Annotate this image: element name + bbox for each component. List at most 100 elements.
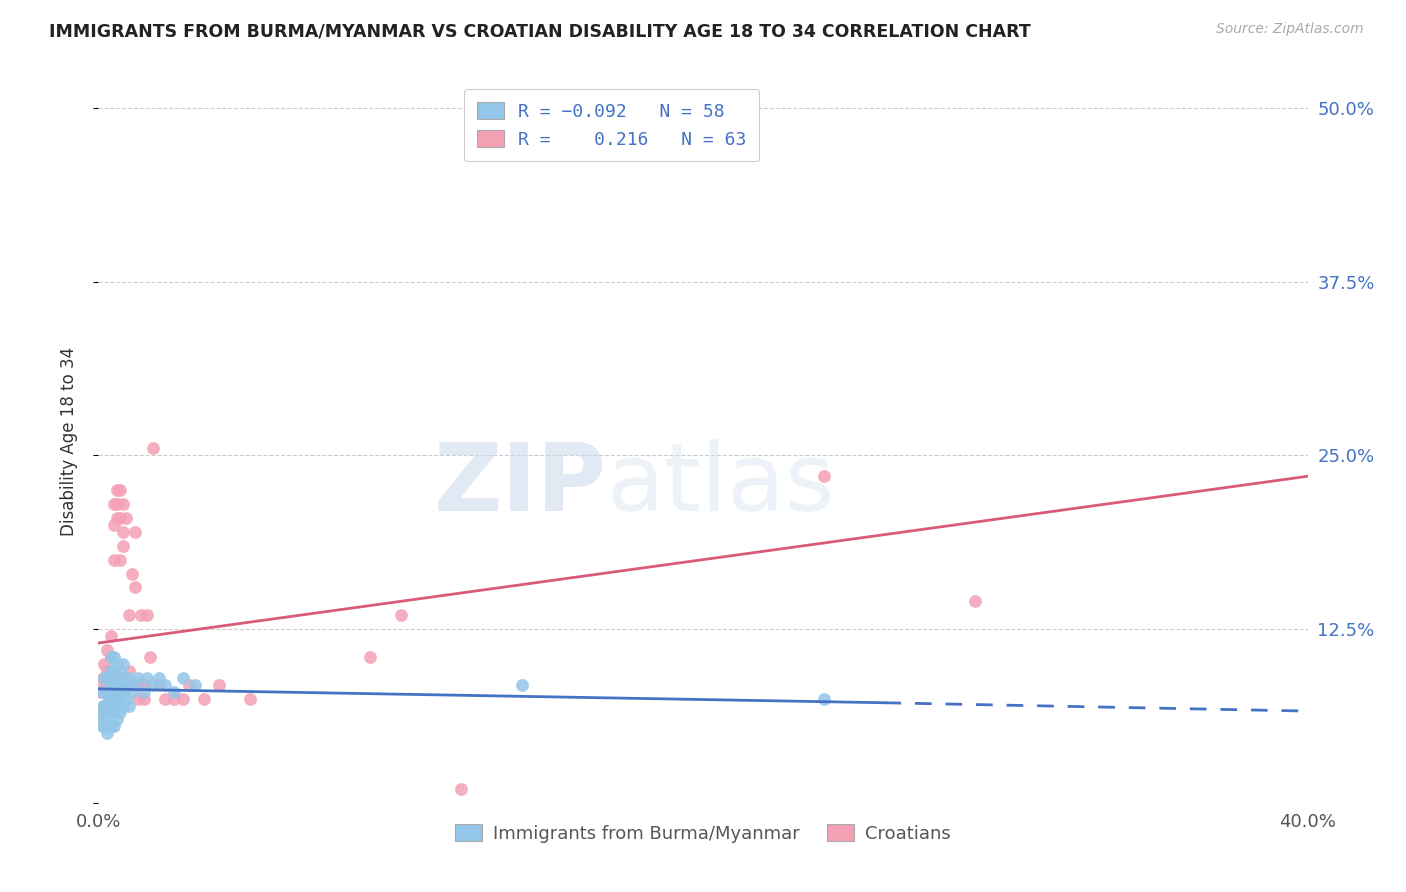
Text: IMMIGRANTS FROM BURMA/MYANMAR VS CROATIAN DISABILITY AGE 18 TO 34 CORRELATION CH: IMMIGRANTS FROM BURMA/MYANMAR VS CROATIA… [49,22,1031,40]
Point [93,698,115,713]
Legend: Immigrants from Burma/Myanmar, Croatians: Immigrants from Burma/Myanmar, Croatians [446,814,960,852]
Point [96,713,118,727]
Point [100,649,122,664]
Point [94,671,117,685]
Point [142,678,165,692]
Point [124,581,146,595]
Point [450,781,472,796]
Point [91,719,114,733]
Text: Source: ZipAtlas.com: Source: ZipAtlas.com [1216,22,1364,37]
Point [118,698,141,713]
Point [111,671,134,685]
Point [153,691,176,706]
Point [108,691,131,706]
Point [114,678,136,692]
Point [93,678,115,692]
Point [96,684,118,698]
Point [132,678,155,692]
Point [100,691,122,706]
Point [93,657,115,671]
Point [103,497,125,511]
Point [96,643,118,657]
Point [111,539,134,553]
Point [94,706,117,720]
Point [239,691,262,706]
Point [118,671,141,685]
Point [100,671,122,685]
Point [163,684,186,698]
Point [108,678,131,692]
Point [108,706,131,720]
Point [105,691,128,706]
Point [111,657,134,671]
Point [108,511,131,525]
Point [129,608,152,623]
Point [90,706,112,720]
Point [105,671,128,685]
Point [389,608,412,623]
Point [111,698,134,713]
Point [153,678,176,692]
Point [127,671,149,685]
Point [108,552,131,566]
Point [135,608,157,623]
Point [96,684,118,698]
Point [127,691,149,706]
Point [91,698,114,713]
Point [510,678,533,692]
Y-axis label: Disability Age 18 to 34: Disability Age 18 to 34 [59,347,77,536]
Point [100,719,122,733]
Point [172,691,194,706]
Point [132,691,155,706]
Point [105,698,128,713]
Point [111,671,134,685]
Point [103,684,125,698]
Point [96,671,118,685]
Point [105,671,128,685]
Point [105,483,128,498]
Point [91,671,114,685]
Point [124,678,146,692]
Point [163,691,186,706]
Point [103,517,125,532]
Point [105,511,128,525]
Point [100,691,122,706]
Point [172,671,194,685]
Point [103,719,125,733]
Point [90,713,112,727]
Point [93,719,115,733]
Point [100,649,122,664]
Point [179,678,201,692]
Point [98,691,121,706]
Point [208,678,231,692]
Point [132,684,155,698]
Point [142,442,165,456]
Point [100,706,122,720]
Point [813,469,835,483]
Point [96,726,118,740]
Point [193,691,215,706]
Point [103,706,125,720]
Point [111,684,134,698]
Point [90,706,112,720]
Point [103,678,125,692]
Point [91,684,114,698]
Point [111,497,134,511]
Point [121,678,143,692]
Point [103,691,125,706]
Point [93,671,115,685]
Point [103,552,125,566]
Point [96,664,118,678]
Point [184,678,207,692]
Point [103,706,125,720]
Point [105,497,128,511]
Text: ZIP: ZIP [433,439,606,531]
Point [108,671,131,685]
Point [100,629,122,643]
Point [100,678,122,692]
Point [103,664,125,678]
Point [114,511,136,525]
Text: atlas: atlas [606,439,835,531]
Point [100,664,122,678]
Point [121,684,143,698]
